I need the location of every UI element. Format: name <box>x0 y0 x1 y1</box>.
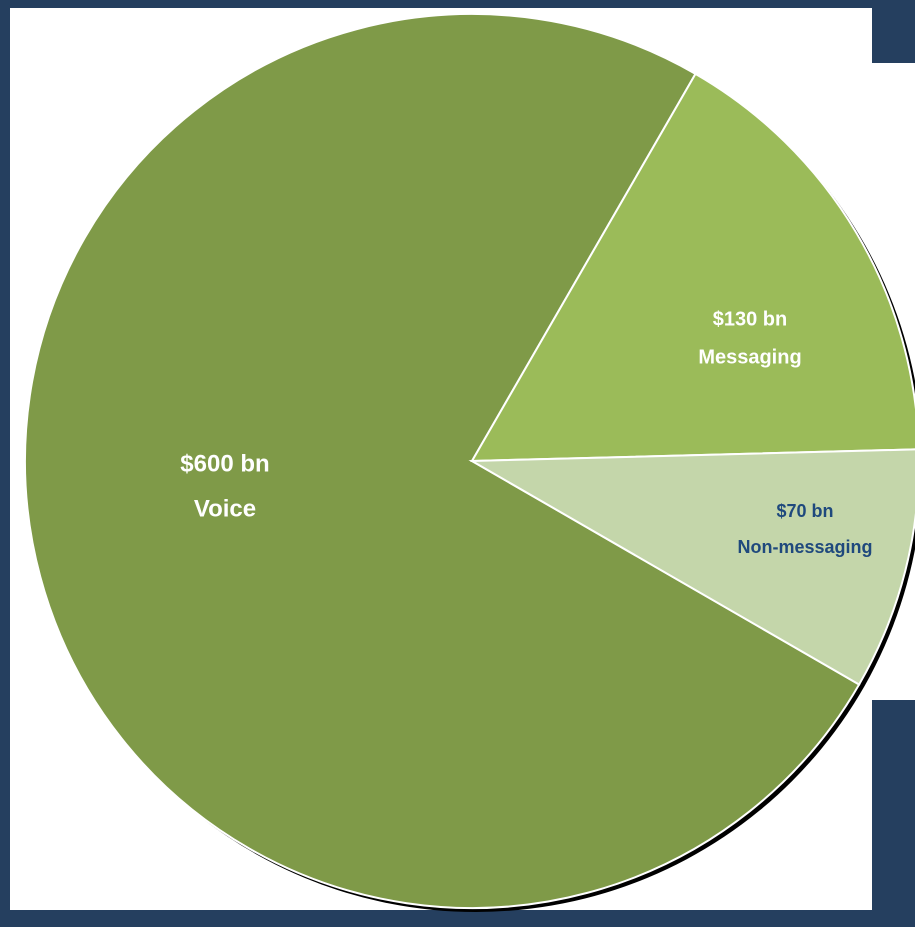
data-label: $130 bn <box>713 308 787 330</box>
category-label: Voice <box>194 495 256 522</box>
pie-slice <box>468 448 915 686</box>
category-label: Messaging <box>698 346 801 368</box>
pie-slice <box>24 13 861 909</box>
pie-slice <box>470 72 915 463</box>
data-label: $600 bn <box>180 450 269 477</box>
category-label: Non-messaging <box>737 537 872 557</box>
data-label: $70 bn <box>776 501 833 521</box>
corner-block <box>872 700 915 910</box>
corner-block <box>872 8 915 63</box>
